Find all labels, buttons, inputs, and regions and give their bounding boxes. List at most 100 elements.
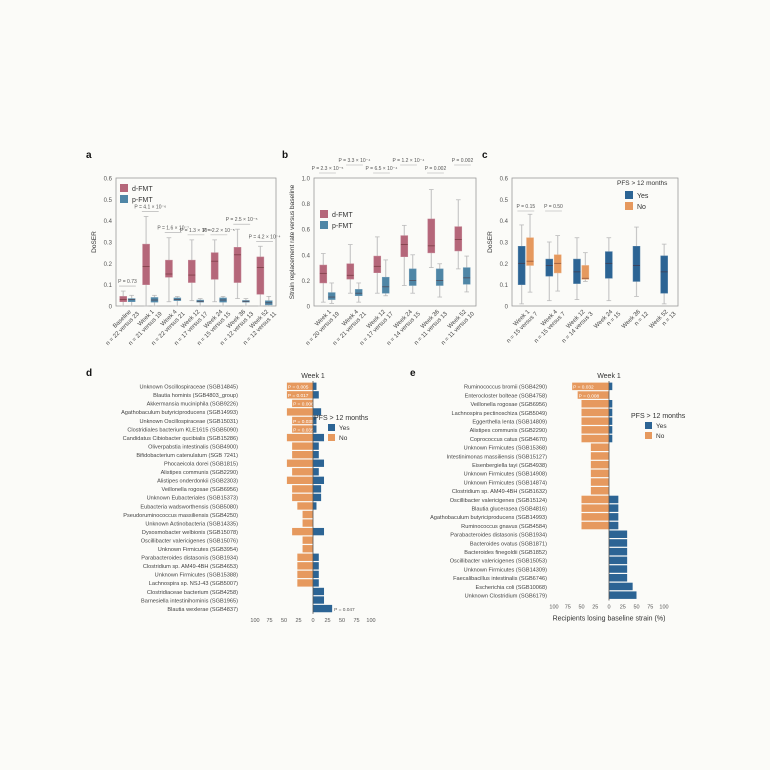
p-value-label: P = 1.3 × 10⁻⁴ [180,228,212,234]
p-value-label: P = 0.017 [288,393,309,399]
row-label: Unknown Clostridium (SGB6179) [465,594,548,600]
p-value-label: P = 0.002 [425,166,447,172]
bar-no [302,545,313,553]
box-p_-box [354,289,363,297]
box-d-box [346,263,355,280]
y-axis-label: DoSER [91,231,98,253]
bar-yes [609,408,613,417]
bar-yes [313,425,317,433]
x-tick-label: 75 [565,605,571,611]
panel-label-d: d [86,368,93,379]
p-value-label: P = 6.5 × 10⁻⁴ [366,166,398,172]
row-label: Bifidobacterium catenulatum (SGB 7241) [136,453,238,459]
bar-no [581,408,609,417]
bar-no [292,485,313,493]
box-n_-box [526,237,534,266]
y-tick-label: 0.4 [104,219,113,225]
bar-no [581,400,609,408]
y-tick-label: 0.3 [104,241,113,247]
x-tick-label: 25 [324,618,330,624]
bar-yes [313,408,322,416]
bar-no [292,527,313,536]
box-d-box [119,296,127,302]
legend-label: p-FMT [332,223,353,230]
bar-no [286,408,313,416]
x-tick-label: 50 [578,605,584,611]
row-label: Clostridiales bacterium KLE1615 (SGB5090… [127,427,238,433]
legend-swatch-dfmt [320,210,328,218]
box-p_-box [381,276,390,294]
row-label: Bacteroides finegoldii (SGB1852) [464,550,547,556]
box-y-box [605,251,613,279]
p-value-label: P = 0.035 [293,419,314,425]
bar-yes [609,565,628,573]
row-label: Clostridiaceae bacterium (SGB4258) [147,590,238,596]
y-tick-label: 0.2 [500,262,509,268]
bar-no [572,382,609,391]
legend-swatch-yes [625,191,633,199]
row-label: Intestinimonas massiliensis (SGB15127) [447,454,548,460]
box-y-box [660,255,668,294]
p-value-label: P = 1.6 × 10⁻⁷ [157,226,189,232]
bar-no [292,493,313,502]
box-p_-box [327,292,336,300]
row-label: Parabacteroides distasonis (SGB1934) [141,556,238,562]
y-tick-label: 0 [307,305,311,311]
bar-no [297,579,313,587]
bar-no [590,452,609,460]
bar-yes [609,556,628,565]
y-axis-label: DoSER [487,231,494,253]
row-label: Parabacteroides distasonis (SGB1934) [450,533,547,539]
x-tick-label: 100 [366,618,375,624]
y-tick-label: 0.2 [104,262,113,268]
bar-no [590,469,609,478]
legend-swatch-yes [328,424,335,431]
y-tick-label: 0.6 [500,177,509,183]
x-tick-label: 50 [633,605,639,611]
legend-swatch-pfmt [120,195,128,203]
row-label: Faecalibacillus intestinalis (SGB6746) [453,576,547,582]
bar-yes [313,391,319,399]
y-tick-label: 0 [505,305,509,311]
box-p_-box [408,268,417,286]
bar-no [292,425,313,433]
box-n_-box [553,254,562,274]
box-d-box [188,259,196,283]
row-label: Akkermansia muciniphila (SGB9226) [147,402,239,408]
boxplot-b: 0 0.2 0.4 0.6 0.8 1.0 Strain replacement rate … [289,158,477,347]
x-axis-label: Recipients losing baseline strain (%) [553,616,666,623]
box-d-box [165,259,173,278]
bar-yes [609,582,633,591]
y-tick-label: 1.0 [302,177,311,183]
row-label: Coprococcus catus (SGB4670) [470,437,547,443]
row-label: Unknown Firmicutes (SGB14908) [464,472,547,478]
x-tick-label: 75 [353,618,359,624]
bar-no [286,476,313,484]
row-label: Unknown Actinobacteria (SGB14335) [145,521,238,527]
legend-label: d-FMT [332,212,353,219]
x-tick-label: 50 [339,618,345,624]
bar-yes [313,587,325,596]
x-tick-label: 100 [659,605,668,611]
panel-label-c: c [482,150,488,161]
bar-no [581,504,609,512]
row-label: Alistipes communis (SGB2290) [161,470,239,476]
row-label: Lachnospira pectinoschiza (SGB5049) [452,411,548,417]
bar-yes [609,434,613,443]
bar-yes [609,513,619,521]
x-tick-label: 0 [311,618,314,624]
box-d-box [400,235,409,257]
row-label: Unknown Oscillospiraceae (SGB15031) [139,419,238,425]
row-label: Eisenbergiella tayi (SGB4938) [472,463,547,469]
row-label: Clostridium sp. AM49-4BH (SGB1632) [452,489,547,495]
bar-yes [609,495,619,504]
bar-no [286,382,313,390]
plot-frame [115,177,277,307]
bar-yes [313,485,322,493]
y-tick-label: 0 [109,305,113,311]
bar-no [297,502,313,510]
p-value-label: P = 0.50 [544,204,563,210]
plot-frame [313,177,477,307]
